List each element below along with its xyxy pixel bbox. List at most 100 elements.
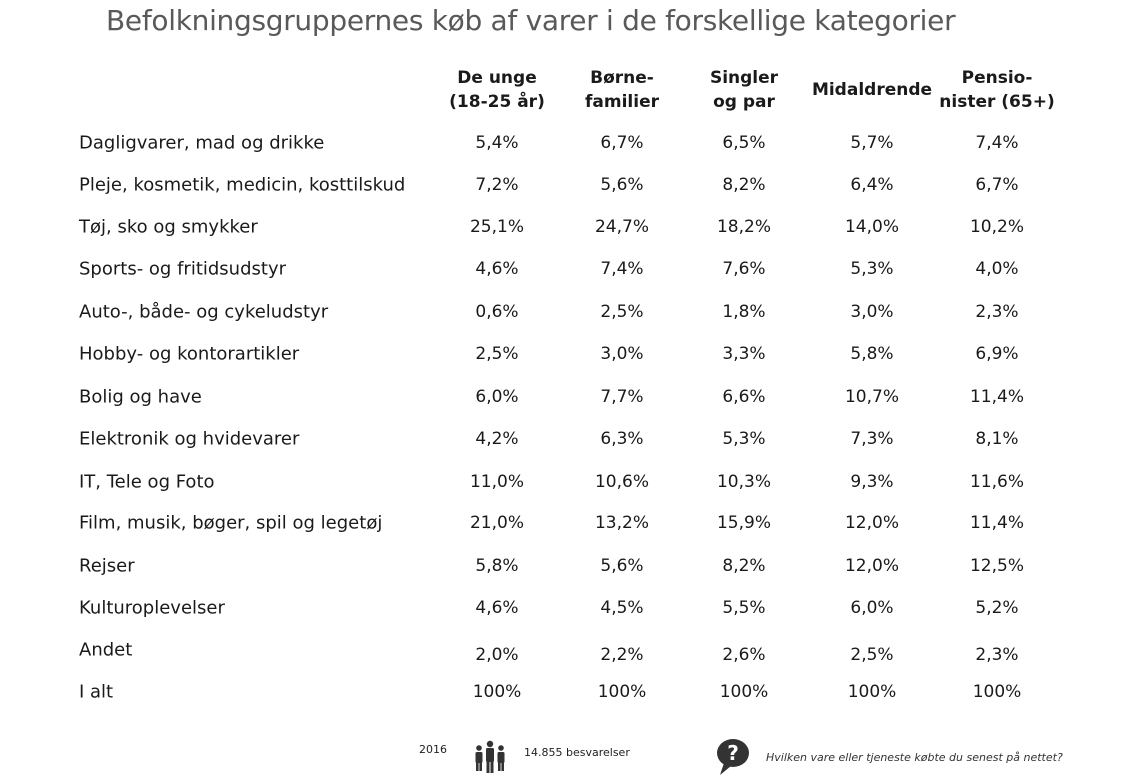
table-cell: 3,0%: [850, 302, 894, 322]
table-cell: 6,7%: [600, 133, 644, 153]
column-header-line1: Børne-: [590, 68, 654, 88]
table-cell: 15,9%: [716, 513, 771, 533]
table-cell: 13,2%: [594, 513, 649, 533]
table-cell: 2,2%: [600, 645, 644, 665]
table-cell: 3,3%: [722, 344, 766, 364]
table-cell: 12,0%: [844, 556, 899, 576]
table-cell: 10,3%: [716, 472, 771, 492]
table-cell: 100%: [719, 682, 769, 702]
table-cell: 5,8%: [475, 556, 519, 576]
table-cell: 10,7%: [844, 387, 899, 407]
column-header: Pensio-nister (65+): [927, 66, 1067, 114]
table-cell: 25,1%: [469, 217, 524, 237]
table-cell: 11,4%: [969, 387, 1024, 407]
table-cell: 1,8%: [722, 302, 766, 322]
slide-title: Befolkningsgruppernes køb af varer i de …: [106, 4, 956, 37]
table-cell: 4,5%: [600, 598, 644, 618]
respondents-count: 14.855 besvarelser: [524, 746, 630, 759]
table-cell: 4,0%: [975, 259, 1019, 279]
table-cell: 7,6%: [722, 259, 766, 279]
table-cell: 6,0%: [475, 387, 519, 407]
column-header-line2: familier: [585, 92, 659, 112]
row-label: Rejser: [79, 555, 135, 577]
table-cell: 2,3%: [975, 302, 1019, 322]
table-cell: 6,5%: [722, 133, 766, 153]
table-cell: 100%: [472, 682, 522, 702]
table-cell: 2,0%: [475, 645, 519, 665]
table-cell: 100%: [972, 682, 1022, 702]
table-cell: 6,4%: [850, 175, 894, 195]
table-cell: 11,6%: [969, 472, 1024, 492]
row-label: Hobby- og kontorartikler: [79, 343, 300, 365]
row-label: Bolig og have: [79, 386, 202, 408]
table-cell: 5,2%: [975, 598, 1019, 618]
table-cell: 7,4%: [600, 259, 644, 279]
table-cell: 7,2%: [475, 175, 519, 195]
table-cell: 5,5%: [722, 598, 766, 618]
table-cell: 11,0%: [469, 472, 524, 492]
table-cell: 12,0%: [844, 513, 899, 533]
table-cell: 8,2%: [722, 556, 766, 576]
column-header-line2: (18-25 år): [449, 92, 545, 112]
table-cell: 11,4%: [969, 513, 1024, 533]
table-cell: 6,9%: [975, 344, 1019, 364]
row-label: Elektronik og hvidevarer: [79, 428, 300, 450]
year-label: 2016: [419, 743, 447, 756]
table-cell: 5,8%: [850, 344, 894, 364]
row-label: I alt: [79, 681, 114, 703]
table-cell: 2,5%: [475, 344, 519, 364]
row-label: Sports- og fritidsudstyr: [79, 258, 286, 280]
table-cell: 5,3%: [722, 429, 766, 449]
row-label: Pleje, kosmetik, medicin, kosttilskud: [79, 174, 406, 196]
table-cell: 3,0%: [600, 344, 644, 364]
row-label: Tøj, sko og smykker: [79, 216, 258, 238]
table-cell: 5,6%: [600, 175, 644, 195]
table-cell: 100%: [847, 682, 897, 702]
table-cell: 5,3%: [850, 259, 894, 279]
table-cell: 100%: [597, 682, 647, 702]
table-cell: 6,6%: [722, 387, 766, 407]
table-cell: 5,4%: [475, 133, 519, 153]
table-cell: 14,0%: [844, 217, 899, 237]
table-cell: 2,5%: [600, 302, 644, 322]
table-cell: 8,2%: [722, 175, 766, 195]
column-header-line2: nister (65+): [939, 92, 1055, 112]
table-cell: 4,6%: [475, 598, 519, 618]
row-label: Dagligvarer, mad og drikke: [79, 132, 325, 154]
table-cell: 6,3%: [600, 429, 644, 449]
table-cell: 8,1%: [975, 429, 1019, 449]
question-bubble-icon: ?: [717, 739, 749, 775]
column-header-line1: Singler: [709, 68, 779, 88]
table-cell: 0,6%: [475, 302, 519, 322]
column-header-line2: og par: [713, 92, 775, 112]
table-cell: 5,6%: [600, 556, 644, 576]
column-header-line1: Pensio-: [961, 68, 1033, 88]
column-header: Børne-familier: [552, 66, 692, 114]
table-cell: 24,7%: [594, 217, 649, 237]
table-cell: 12,5%: [969, 556, 1024, 576]
column-header: Midaldrende: [802, 78, 942, 102]
table-cell: 4,2%: [475, 429, 519, 449]
row-label: Andet: [79, 639, 133, 661]
table-cell: 2,6%: [722, 645, 766, 665]
column-header: Singler og par: [674, 66, 814, 114]
people-icon: [475, 740, 505, 773]
table-cell: 21,0%: [469, 513, 524, 533]
table-cell: 6,7%: [975, 175, 1019, 195]
row-label: Kulturoplevelser: [79, 597, 225, 619]
table-cell: 2,3%: [975, 645, 1019, 665]
svg-text:?: ?: [727, 741, 739, 765]
row-label: Auto-, både- og cykeludstyr: [79, 301, 329, 323]
table-cell: 4,6%: [475, 259, 519, 279]
column-header: De unge (18-25 år): [427, 66, 567, 114]
column-header-line1: De unge: [457, 68, 537, 88]
table-cell: 7,7%: [600, 387, 644, 407]
table-cell: 10,2%: [969, 217, 1024, 237]
table-cell: 7,3%: [850, 429, 894, 449]
column-header-line1: Midaldrende: [811, 80, 933, 100]
table-cell: 10,6%: [594, 472, 649, 492]
survey-question: Hvilken vare eller tjeneste købte du sen…: [766, 751, 1063, 764]
table-cell: 2,5%: [850, 645, 894, 665]
table-cell: 6,0%: [850, 598, 894, 618]
